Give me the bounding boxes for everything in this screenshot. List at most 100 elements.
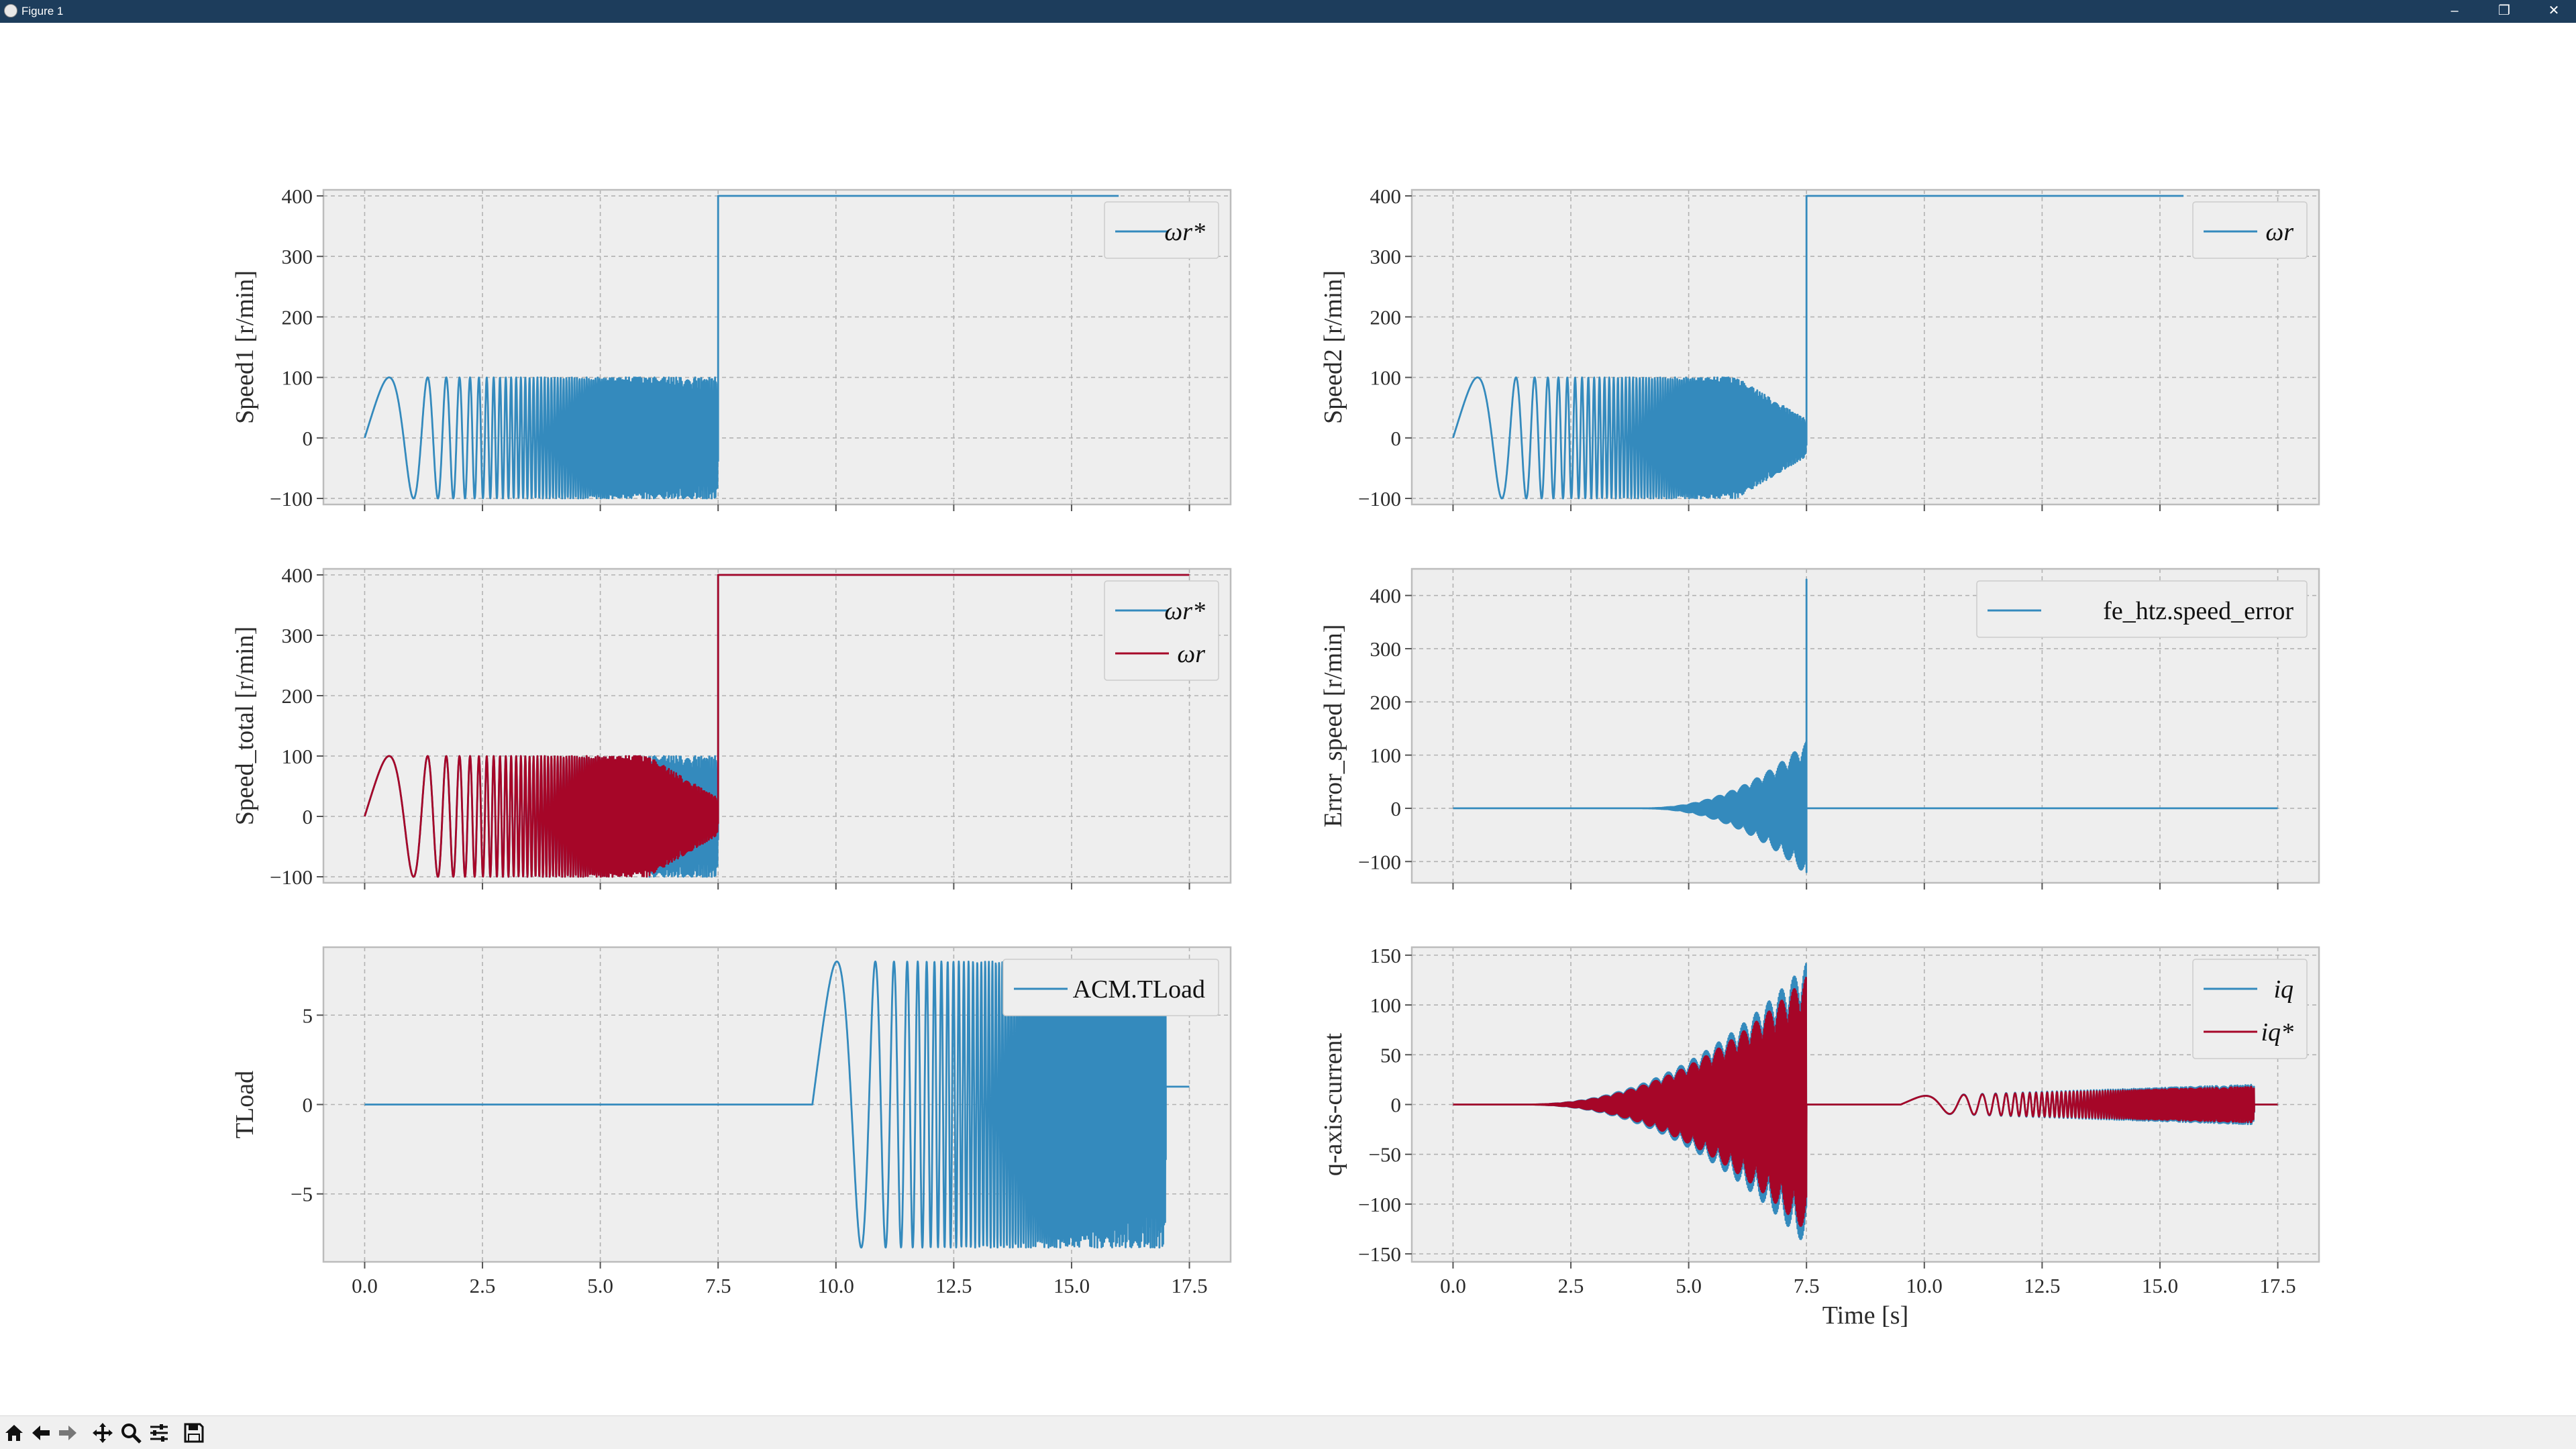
y-tick-label: −100 [270, 487, 313, 511]
legend-box [1002, 959, 1219, 1016]
x-tick-label: 2.5 [1558, 1274, 1584, 1297]
y-tick-label: 100 [1370, 994, 1402, 1017]
x-tick-label: 5.0 [1676, 1274, 1702, 1297]
y-tick-label: 50 [1380, 1043, 1401, 1067]
x-tick-label: 12.5 [2024, 1274, 2060, 1297]
axes-frame [322, 568, 1232, 884]
y-tick-label: 300 [282, 624, 313, 647]
y-tick-label: 300 [282, 245, 313, 268]
y-tick-label: 150 [1370, 944, 1402, 967]
y-tick-label: 5 [303, 1004, 313, 1027]
y-tick-label: 100 [1370, 744, 1402, 767]
y-tick-label: 200 [282, 305, 313, 329]
minimize-button[interactable]: – [2451, 3, 2459, 18]
legend: iq iq* [2192, 959, 2308, 1059]
legend-box [2192, 201, 2308, 259]
forward-icon[interactable] [56, 1421, 79, 1444]
y-tick-label: −50 [1369, 1143, 1401, 1167]
series-line-error-speed-0 [1452, 578, 2278, 873]
y-tick-label: 300 [1370, 637, 1402, 661]
legend-box [1104, 201, 1219, 259]
x-tick-label: 17.5 [2259, 1274, 2296, 1297]
y-tick-label: 0 [1391, 797, 1402, 820]
y-tick-label: −5 [291, 1183, 313, 1206]
restore-button[interactable]: ❐ [2498, 3, 2510, 18]
y-tick-label: 100 [1370, 366, 1402, 390]
figure-canvas: −100 0 100 200 300 400 Speed1 [r/min] ωr* −100 0 1… [231, 184, 2320, 1330]
y-tick-label: −100 [1358, 487, 1401, 511]
legend-label: ωr [2265, 218, 2294, 246]
y-axis-label: Error_speed [r/min] [1319, 625, 1347, 828]
zoom-icon[interactable] [119, 1421, 142, 1444]
x-tick-label: 12.5 [935, 1274, 972, 1297]
home-icon[interactable] [3, 1421, 25, 1444]
x-tick-label: 15.0 [1053, 1274, 1090, 1297]
legend: ωr* [1104, 201, 1219, 259]
y-tick-label: 100 [282, 745, 313, 768]
legend-label: fe_htz.speed_error [2103, 597, 2294, 625]
legend: ACM.TLoad [1002, 959, 1219, 1016]
series-line-tload-0 [364, 960, 1190, 1249]
axes-background [323, 569, 1231, 883]
x-tick-label: 10.0 [818, 1274, 854, 1297]
y-tick-label: 0 [1391, 427, 1402, 450]
x-tick-label: 5.0 [587, 1274, 613, 1297]
y-tick-label: 200 [282, 684, 313, 708]
legend-label: iq [2273, 975, 2294, 1004]
y-axis-label: Speed1 [r/min] [231, 270, 259, 424]
legend: ωr* ωr [1104, 580, 1219, 681]
legend-box [1104, 580, 1219, 681]
configure-subplots-icon[interactable] [148, 1421, 170, 1444]
y-tick-label: −100 [1358, 1193, 1401, 1216]
y-tick-label: 0 [303, 1093, 313, 1117]
subplot-error-speed: −100 0 100 200 300 400 Error_speed [r/min] fe_h… [1319, 568, 2320, 890]
y-tick-label: 200 [1370, 690, 1402, 714]
y-tick-label: 0 [1391, 1093, 1402, 1117]
x-tick-label: 17.5 [1171, 1274, 1207, 1297]
x-tick-label: 0.0 [1440, 1274, 1466, 1297]
save-icon[interactable] [183, 1421, 205, 1444]
axes-frame [322, 189, 1232, 506]
legend-label: ωr* [1164, 218, 1205, 246]
y-tick-label: −100 [1358, 850, 1401, 873]
series-line-speed1-0 [364, 195, 1119, 500]
back-icon[interactable] [30, 1421, 52, 1444]
y-axis-label: Speed2 [r/min] [1319, 270, 1347, 424]
subplot-speed2: −100 0 100 200 300 400 Speed2 [r/min] ωr [1319, 184, 2320, 511]
pan-icon[interactable] [91, 1421, 114, 1444]
legend-label: ωr [1177, 640, 1205, 668]
y-tick-label: 400 [1370, 184, 1402, 208]
y-tick-label: 400 [1370, 584, 1402, 608]
y-tick-label: 400 [282, 184, 313, 208]
window-titlebar: Figure 1 – ❐ ✕ [0, 0, 2576, 23]
legend-box [1976, 580, 2308, 638]
axes-frame [1410, 568, 2320, 884]
legend: ωr [2192, 201, 2308, 259]
x-tick-label: 7.5 [705, 1274, 731, 1297]
y-tick-label: 400 [282, 564, 313, 587]
close-button[interactable]: ✕ [2548, 3, 2560, 18]
y-tick-label: 300 [1370, 245, 1402, 268]
subplot-q-axis-current: 0.0 2.5 5.0 7.5 10.0 12.5 15.0 17.5 −150 −100 −50 0… [1319, 944, 2320, 1330]
axes-background [1412, 190, 2319, 504]
series-line-speed-total-1 [364, 574, 1190, 878]
subplot-speed1: −100 0 100 200 300 400 Speed1 [r/min] ωr* [231, 184, 1232, 511]
y-tick-label: −150 [1358, 1242, 1401, 1266]
y-tick-label: 100 [282, 366, 313, 390]
y-tick-label: −100 [270, 865, 313, 889]
x-tick-label: 15.0 [2142, 1274, 2178, 1297]
legend-label: iq* [2261, 1018, 2294, 1046]
legend: fe_htz.speed_error [1976, 580, 2308, 638]
axes-frame [1410, 189, 2320, 506]
legend-box [2192, 959, 2308, 1059]
series-line-q-axis-current-1 [1452, 977, 2278, 1227]
legend-label: ACM.TLoad [1073, 975, 1205, 1004]
series-line-speed2-0 [1452, 195, 2184, 500]
navigation-toolbar [0, 1415, 2576, 1449]
axes-background [323, 190, 1231, 504]
y-axis-label: Speed_total [r/min] [231, 627, 259, 826]
x-tick-label: 10.0 [1906, 1274, 1943, 1297]
window-title: Figure 1 [21, 5, 64, 17]
y-tick-label: 0 [303, 427, 313, 450]
